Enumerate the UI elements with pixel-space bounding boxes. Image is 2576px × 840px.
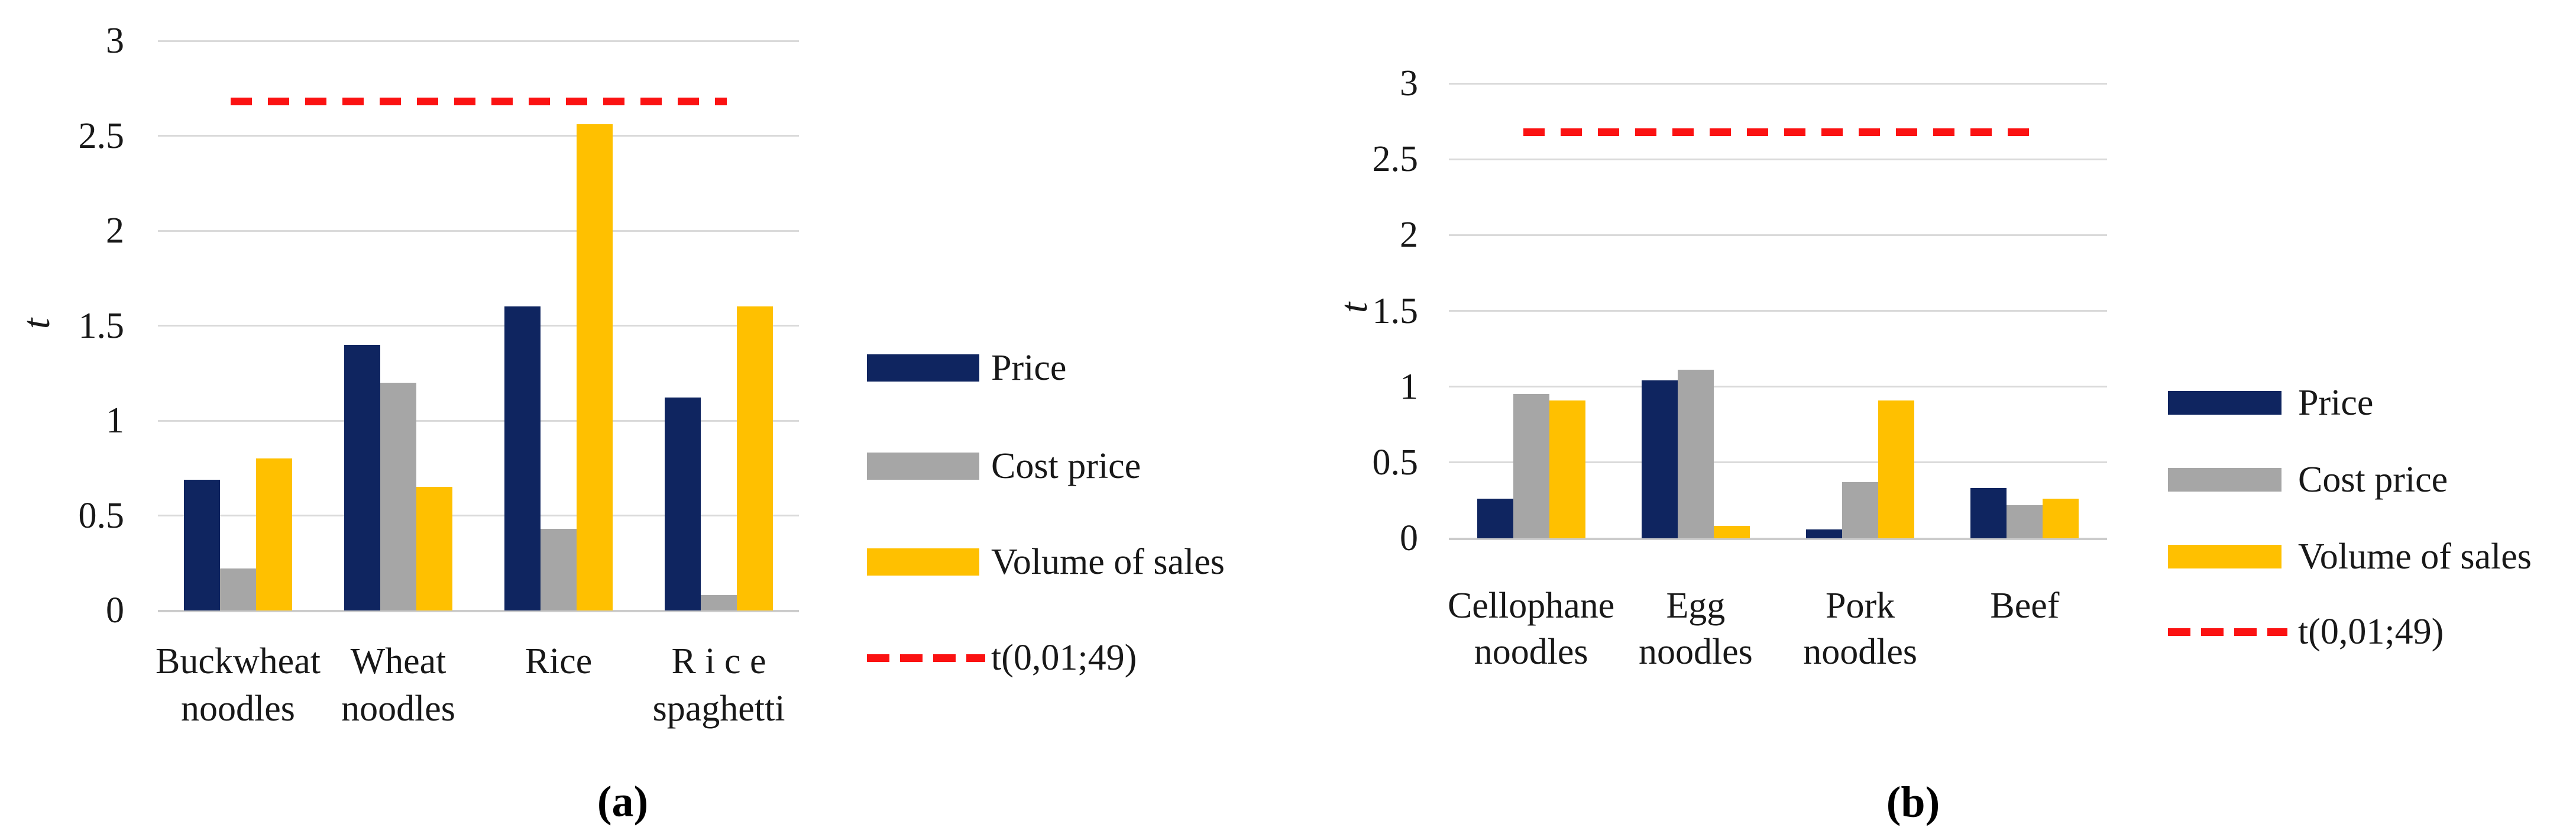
legend-swatch-volume-of-sales xyxy=(867,548,979,576)
bar-cost-price-4 xyxy=(701,595,737,610)
bar-cost-price-1 xyxy=(220,568,256,610)
bar-price-3 xyxy=(504,306,541,610)
legend-swatch-price xyxy=(867,354,979,382)
y-tick-label: 0 xyxy=(106,590,124,631)
x-category-label-line: noodles xyxy=(1474,632,1588,672)
gridline xyxy=(1449,82,2107,85)
y-tick-label: 1 xyxy=(1400,366,1418,407)
y-tick-label: 2 xyxy=(106,211,124,251)
bar-cost-price-1 xyxy=(1513,394,1549,538)
legend-label-cost-price: Cost price xyxy=(991,446,1141,486)
y-tick-label: 2.5 xyxy=(78,115,125,156)
x-category-label-line: R i c e xyxy=(671,641,766,681)
threshold-line xyxy=(230,98,727,106)
gridline xyxy=(1449,158,2107,160)
legend-swatch-price xyxy=(2168,391,2281,415)
x-category-label: Beef xyxy=(1990,583,2059,629)
x-category-label: R i c e spaghetti xyxy=(653,638,785,732)
bar-volume-of-sales-3 xyxy=(577,124,613,610)
x-category-label-line: spaghetti xyxy=(652,689,785,729)
legend-swatch-threshold xyxy=(2168,628,2287,636)
bar-volume-of-sales-2 xyxy=(416,487,452,610)
bar-volume-of-sales-4 xyxy=(737,306,773,610)
y-tick-label: 1 xyxy=(106,400,124,441)
x-category-label-line: noodles xyxy=(1803,632,1918,672)
bar-price-1 xyxy=(1477,499,1513,538)
bar-volume-of-sales-3 xyxy=(1878,400,1915,538)
gridline xyxy=(158,515,799,516)
bar-cost-price-4 xyxy=(2007,505,2043,538)
y-tick-label: 1.5 xyxy=(1372,290,1419,331)
x-category-label-line: noodles xyxy=(341,689,455,729)
legend-swatch-cost-price xyxy=(867,453,979,480)
bar-volume-of-sales-4 xyxy=(2043,499,2079,538)
y-tick-label: 3 xyxy=(1400,63,1418,104)
x-category-label-line: Rice xyxy=(525,641,593,681)
gridline xyxy=(1449,386,2107,388)
bar-price-4 xyxy=(665,398,701,610)
bar-price-1 xyxy=(184,479,220,610)
legend-label-t-0-01-49-: t(0,01;49) xyxy=(991,638,1137,678)
gridline xyxy=(1449,234,2107,236)
legend-swatch-threshold xyxy=(867,654,985,662)
y-tick-label: 2 xyxy=(1400,215,1418,256)
bar-price-2 xyxy=(344,344,380,610)
x-category-label: Cellophane noodles xyxy=(1448,583,1614,675)
bar-volume-of-sales-1 xyxy=(256,458,292,610)
x-category-label-line: Buckwheat xyxy=(156,641,321,681)
legend-label-volume-of-sales: Volume of sales xyxy=(2298,537,2532,577)
gridline xyxy=(158,325,799,327)
bar-volume-of-sales-2 xyxy=(1713,526,1750,538)
x-category-label: Pork noodles xyxy=(1803,583,1917,675)
y-tick-label: 1.5 xyxy=(78,305,125,346)
bar-cost-price-2 xyxy=(1677,370,1714,538)
x-category-label-line: Beef xyxy=(1990,586,2060,626)
bar-price-4 xyxy=(1970,488,2007,538)
x-category-label: Buckwheat noodles xyxy=(156,638,321,732)
bar-cost-price-2 xyxy=(380,382,416,610)
y-tick-label: 0.5 xyxy=(78,495,125,536)
y-axis-title: t xyxy=(1332,302,1376,314)
legend-label-price: Price xyxy=(991,348,1067,388)
x-category-label-line: noodles xyxy=(181,689,295,729)
gridline xyxy=(158,230,799,232)
gridline xyxy=(158,135,799,137)
gridline xyxy=(158,419,799,422)
y-tick-label: 3 xyxy=(106,21,124,61)
x-category-label: Egg noodles xyxy=(1639,583,1753,675)
bar-price-2 xyxy=(1641,380,1678,538)
panel-caption-a: (a) xyxy=(597,777,649,826)
legend-swatch-volume-of-sales xyxy=(2168,545,2281,568)
x-category-label-line: Pork xyxy=(1826,586,1895,626)
y-axis-title: t xyxy=(15,318,58,329)
gridline xyxy=(1449,310,2107,312)
bar-volume-of-sales-1 xyxy=(1549,400,1585,538)
bar-price-3 xyxy=(1806,529,1843,538)
x-category-label-line: Wheat xyxy=(350,641,446,681)
panel-caption-b: (b) xyxy=(1886,778,1940,827)
legend-swatch-cost-price xyxy=(2168,468,2281,492)
gridline xyxy=(158,40,799,42)
legend-label-cost-price: Cost price xyxy=(2298,460,2448,500)
threshold-line xyxy=(1523,128,2033,136)
x-category-label: Wheat noodles xyxy=(341,638,455,732)
legend-label-t-0-01-49-: t(0,01;49) xyxy=(2298,612,2444,652)
bar-cost-price-3 xyxy=(541,528,577,610)
gridline xyxy=(1449,461,2107,464)
y-tick-label: 0.5 xyxy=(1372,442,1419,483)
y-tick-label: 2.5 xyxy=(1372,139,1419,180)
y-tick-label: 0 xyxy=(1400,518,1418,558)
legend-label-volume-of-sales: Volume of sales xyxy=(991,542,1225,582)
x-category-label-line: Egg xyxy=(1666,586,1726,626)
bar-cost-price-3 xyxy=(1842,482,1879,538)
x-category-label-line: Cellophane xyxy=(1447,586,1615,626)
legend-label-price: Price xyxy=(2298,383,2374,423)
x-axis-line xyxy=(1449,537,2107,540)
x-category-label: Rice xyxy=(525,638,593,685)
x-category-label-line: noodles xyxy=(1638,632,1753,672)
x-axis-line xyxy=(158,609,799,612)
